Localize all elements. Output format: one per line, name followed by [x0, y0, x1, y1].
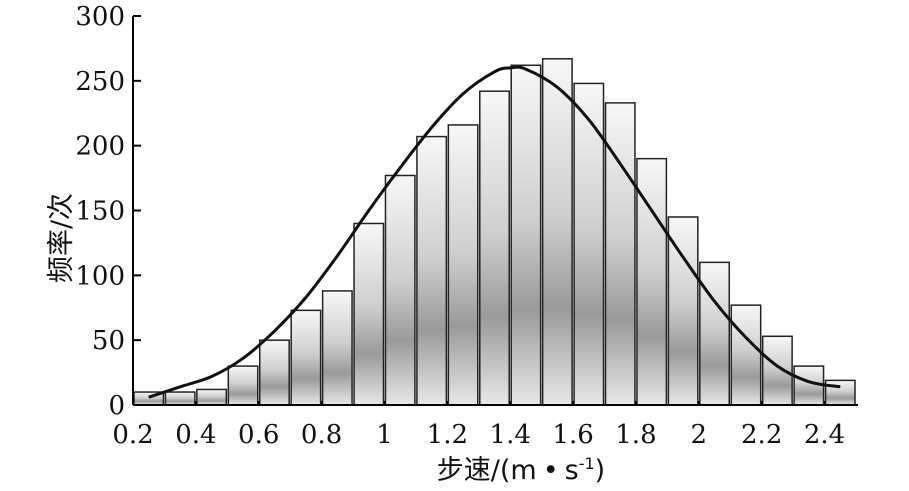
bar: [258, 339, 290, 406]
bar: [196, 388, 228, 406]
bar: [227, 365, 259, 406]
x-tick-label: 2.4: [804, 420, 845, 450]
bar: [573, 82, 605, 406]
bar: [384, 174, 416, 406]
bar: [667, 216, 699, 406]
x-tick-label: 2: [691, 420, 708, 450]
x-tick-label: 1.2: [427, 420, 468, 450]
bar: [541, 58, 573, 406]
x-tick-label: 2.2: [741, 420, 782, 450]
bar: [353, 222, 385, 406]
y-tick-label: 250: [75, 67, 125, 97]
x-tick-label: 1.4: [490, 420, 531, 450]
x-tick-label: 0.4: [175, 420, 216, 450]
bar: [636, 157, 668, 406]
y-tick-label: 0: [108, 391, 125, 421]
bar: [447, 124, 479, 406]
x-tick-label: 0.6: [238, 420, 279, 450]
bar: [761, 335, 793, 406]
x-tick-label: 1.8: [615, 420, 656, 450]
bar: [604, 102, 636, 406]
bar: [416, 135, 448, 406]
x-axis-title: 步速/(m • s-1): [437, 454, 605, 486]
y-tick-label: 200: [75, 132, 125, 162]
x-tick-label: 1.6: [552, 420, 593, 450]
y-axis-title: 频率/次: [46, 193, 77, 283]
axes-layer: 0 50 100 150 200 250 300 0.2 0.4 0.6 0.8 1 1.2 1.4 1.6…: [75, 2, 858, 450]
bar: [510, 64, 542, 406]
bars-layer: [133, 58, 856, 406]
x-tick-label: 0.8: [301, 420, 342, 450]
y-tick-label: 100: [75, 261, 125, 291]
bar: [321, 290, 353, 406]
bar: [290, 309, 322, 406]
bar: [164, 391, 196, 406]
y-tick-label: 50: [92, 326, 125, 356]
labels-layer: 频率/次 步速/(m • s-1): [46, 193, 605, 486]
bar: [824, 379, 856, 406]
fit-curve-layer: [148, 65, 841, 399]
x-tick-label: 1: [376, 420, 393, 450]
fit-curve-line: [148, 65, 841, 399]
bar: [699, 261, 731, 406]
bar: [479, 90, 510, 406]
y-tick-label: 150: [75, 197, 125, 227]
x-tick-label: 0.2: [112, 420, 153, 450]
y-tick-label: 300: [75, 2, 125, 32]
bar: [730, 304, 762, 406]
